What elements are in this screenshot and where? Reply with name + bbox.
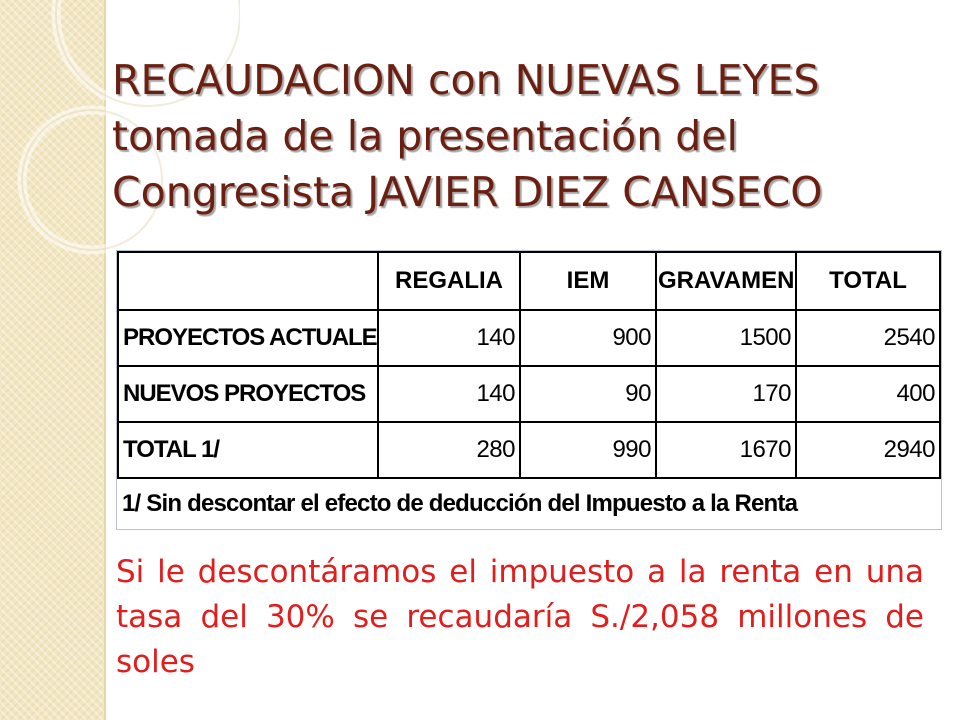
decorative-circles-icon (17, 0, 240, 255)
cell-value: 140 (377, 309, 521, 367)
slide-title: RECAUDACION con NUEVAS LEYES tomada de l… (112, 52, 942, 220)
table-footnote: 1/ Sin descontar el efecto de deducción … (118, 477, 940, 529)
row-label-proyectos-actuales: PROYECTOS ACTUALES (117, 309, 379, 367)
revenue-table: REGALIA IEM GRAVAMEN TOTAL PROYECTOS ACT… (117, 251, 941, 529)
cell-value: 2540 (795, 309, 941, 367)
header-iem: IEM (519, 251, 657, 311)
row-label-total: TOTAL 1/ (117, 421, 379, 479)
row-label-nuevos-proyectos: NUEVOS PROYECTOS (117, 365, 379, 423)
cell-value: 2940 (795, 421, 941, 479)
table-row: TOTAL 1/ 280 990 1670 2940 (117, 421, 941, 479)
header-empty-cell (117, 251, 379, 311)
title-line-1: RECAUDACION con NUEVAS LEYES (112, 56, 820, 104)
header-regalia: REGALIA (377, 251, 521, 311)
title-line-2: tomada de la presentación del (112, 112, 738, 160)
header-total: TOTAL (795, 251, 941, 311)
table-row: PROYECTOS ACTUALES 140 900 1500 2540 (117, 309, 941, 367)
table-footnote-row: 1/ Sin descontar el efecto de deducción … (118, 477, 940, 529)
cell-value: 400 (795, 365, 941, 423)
cell-value: 280 (377, 421, 521, 479)
cell-value: 90 (519, 365, 657, 423)
revenue-table-container: REGALIA IEM GRAVAMEN TOTAL PROYECTOS ACT… (116, 250, 942, 530)
header-gravamen: GRAVAMEN (655, 251, 797, 311)
cell-value: 140 (377, 365, 521, 423)
table-header-row: REGALIA IEM GRAVAMEN TOTAL (117, 251, 941, 311)
cell-value: 170 (655, 365, 797, 423)
tax-note: Si le descontáramos el impuesto a la ren… (116, 554, 924, 680)
cell-value: 900 (519, 309, 657, 367)
side-divider-line (104, 0, 106, 720)
table-row: NUEVOS PROYECTOS 140 90 170 400 (117, 365, 941, 423)
title-line-3: Congresista JAVIER DIEZ CANSECO (112, 168, 823, 216)
cell-value: 1500 (655, 309, 797, 367)
cell-value: 990 (519, 421, 657, 479)
cell-value: 1670 (655, 421, 797, 479)
